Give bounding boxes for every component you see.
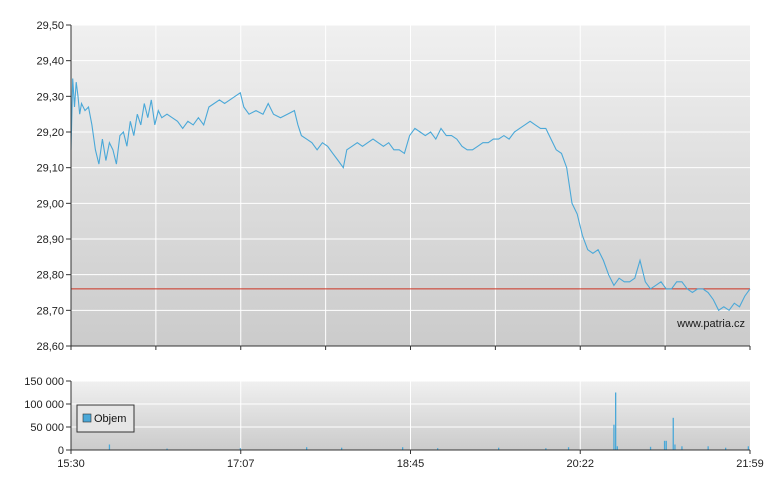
price-gridlines: [71, 24, 750, 347]
volume-gridlines: [71, 380, 750, 450]
volume-bar: [616, 446, 618, 450]
legend: Objem: [76, 404, 135, 433]
volume-chart-panel: 0 50 000 100 000 150 000 15:30 17:07 18:45 20:…: [24, 376, 764, 470]
y-tick-label: 29,00: [36, 198, 64, 210]
y-tick-label: 100 000: [24, 399, 64, 411]
y-tick-label: 28,90: [36, 234, 64, 246]
y-tick-label: 29,50: [36, 20, 64, 32]
watermark: www.patria.cz: [676, 318, 745, 330]
volume-bar: [239, 448, 241, 450]
volume-bar: [341, 447, 343, 450]
x-axis-ticks: 15:30 17:07 18:45 20:22 21:59: [57, 450, 764, 470]
volume-bar: [402, 447, 404, 450]
y-tick-label: 0: [58, 445, 64, 457]
x-tick-label: 20:22: [566, 458, 594, 470]
y-tick-label: 150 000: [24, 376, 64, 388]
price-chart-panel: 28,60 28,70 28,80 28,90 29,00 29,10 29,20 29,30…: [36, 20, 751, 353]
volume-bar: [498, 447, 500, 450]
x-tick-label: 21:59: [736, 458, 764, 470]
volume-bars: [108, 392, 749, 450]
volume-bar: [747, 446, 749, 450]
legend-swatch: [82, 413, 92, 423]
legend-label: Objem: [94, 413, 126, 425]
volume-bar: [306, 447, 308, 450]
price-x-axis-ticks: [70, 346, 751, 350]
volume-bar: [649, 446, 652, 450]
volume-bar: [681, 446, 683, 450]
volume-y-axis-ticks: 0 50 000 100 000 150 000: [24, 376, 71, 457]
volume-bar: [663, 440, 666, 450]
y-tick-label: 28,80: [36, 270, 64, 282]
y-tick-label: 28,70: [36, 305, 64, 317]
volume-bar: [166, 448, 168, 450]
x-tick-label: 15:30: [57, 458, 85, 470]
volume-bar: [665, 440, 667, 450]
volume-bar: [615, 392, 617, 450]
x-tick-label: 18:45: [397, 458, 425, 470]
x-tick-label: 17:07: [227, 458, 255, 470]
y-tick-label: 29,10: [36, 163, 64, 175]
volume-bar: [545, 448, 547, 450]
price-y-axis-ticks: 28,60 28,70 28,80 28,90 29,00 29,10 29,20 29,30…: [36, 20, 71, 353]
volume-bar: [613, 424, 615, 450]
volume-bar: [672, 417, 674, 450]
volume-bar: [437, 448, 439, 450]
volume-bar: [674, 444, 676, 450]
volume-bar: [707, 446, 709, 450]
y-tick-label: 50 000: [30, 422, 64, 434]
volume-bar: [725, 447, 727, 450]
y-tick-label: 29,30: [36, 91, 64, 103]
price-line: [70, 78, 751, 312]
y-tick-label: 29,20: [36, 127, 64, 139]
volume-bar: [108, 444, 111, 450]
volume-bar: [567, 447, 570, 450]
y-tick-label: 28,60: [36, 341, 64, 353]
y-tick-label: 29,40: [36, 56, 64, 68]
